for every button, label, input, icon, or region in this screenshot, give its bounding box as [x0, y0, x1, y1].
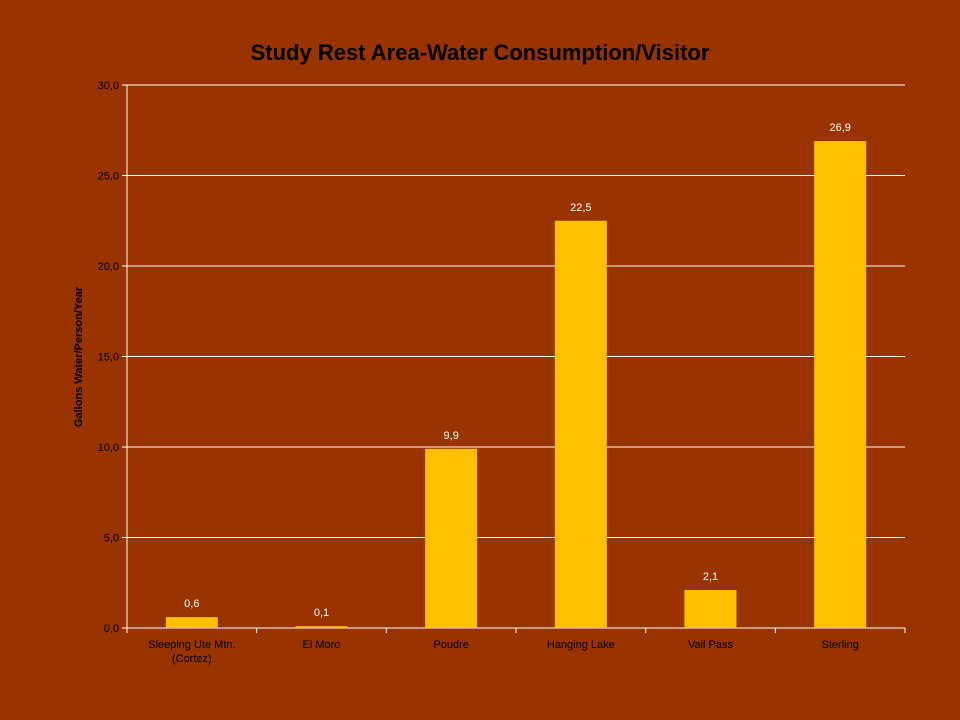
x-tick-label: Hanging Lake — [547, 639, 615, 651]
y-tick-label: 15,0 — [98, 352, 119, 364]
axes — [122, 84, 906, 633]
y-tick-label: 25,0 — [98, 171, 119, 183]
x-tick-label: Sterling — [822, 639, 859, 651]
x-tick-label: Sleeping Ute Mtn. — [148, 639, 235, 651]
x-tick-label: Poudre — [433, 639, 468, 651]
y-tick-label: 5,0 — [104, 533, 119, 545]
bar — [554, 220, 607, 628]
bar — [814, 141, 867, 629]
x-tick-label: (Cortez) — [172, 653, 212, 665]
bars — [165, 141, 867, 629]
data-label: 26,9 — [829, 122, 850, 134]
y-tick-label: 20,0 — [98, 261, 119, 273]
x-tick-label: Vail Pass — [688, 639, 734, 651]
y-tick-label: 0,0 — [104, 623, 119, 635]
data-label: 9,9 — [444, 430, 459, 442]
data-label: 22,5 — [570, 202, 591, 214]
gridlines — [127, 84, 905, 538]
y-tick-label: 10,0 — [98, 442, 119, 454]
data-label: 0,6 — [184, 598, 199, 610]
bar — [425, 448, 478, 628]
x-tick-label: El Moro — [303, 639, 341, 651]
y-axis-title: Gallons Water/Person/Year — [73, 286, 85, 427]
bar — [684, 589, 737, 628]
bar — [165, 617, 218, 628]
labels: 0,0 5,0 10,0 15,0 20,0 25,0 30,0 0,6 Sleeping Ut… — [98, 80, 859, 665]
y-tick-label: 30,0 — [98, 80, 119, 92]
bar — [295, 626, 348, 628]
data-label: 2,1 — [703, 571, 718, 583]
data-label: 0,1 — [314, 607, 329, 619]
chart-title: Study Rest Area-Water Consumption/Visito… — [250, 40, 710, 65]
